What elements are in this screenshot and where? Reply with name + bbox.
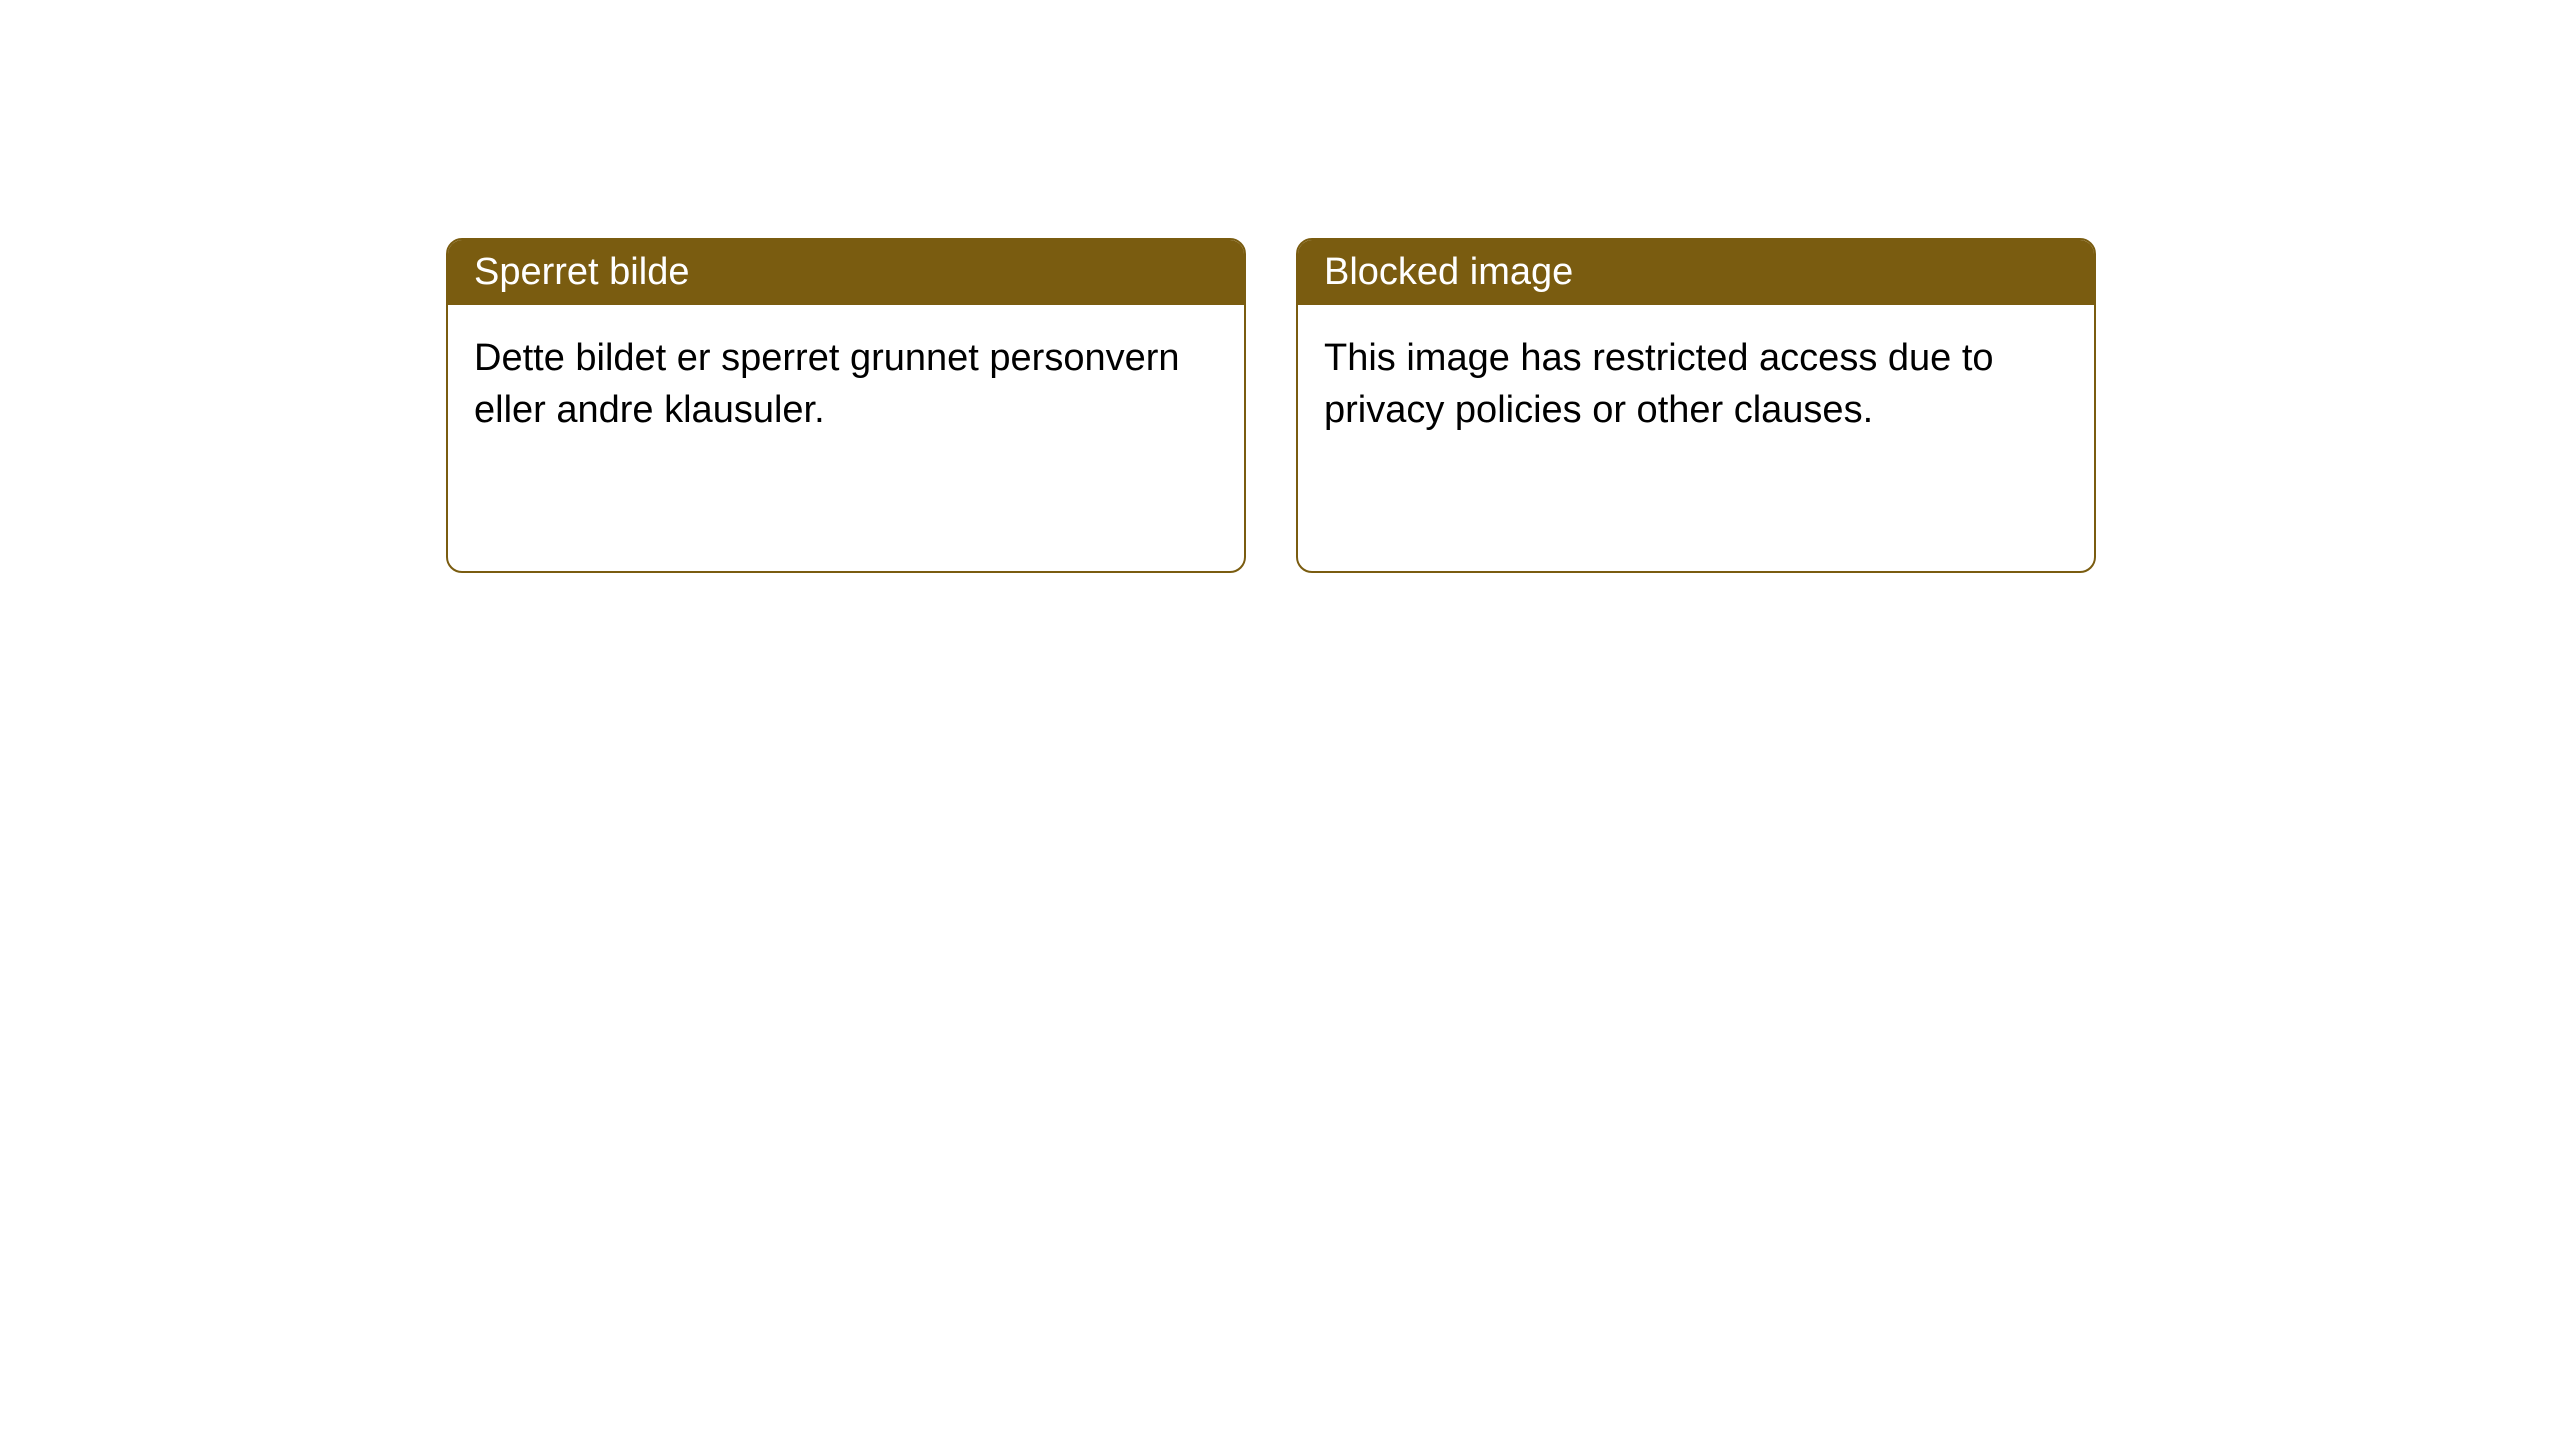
notice-container: Sperret bilde Dette bildet er sperret gr… xyxy=(0,0,2560,573)
card-body-norwegian: Dette bildet er sperret grunnet personve… xyxy=(448,305,1244,464)
notice-card-english: Blocked image This image has restricted … xyxy=(1296,238,2096,573)
card-body-english: This image has restricted access due to … xyxy=(1298,305,2094,464)
card-header-english: Blocked image xyxy=(1298,240,2094,305)
notice-card-norwegian: Sperret bilde Dette bildet er sperret gr… xyxy=(446,238,1246,573)
card-header-norwegian: Sperret bilde xyxy=(448,240,1244,305)
